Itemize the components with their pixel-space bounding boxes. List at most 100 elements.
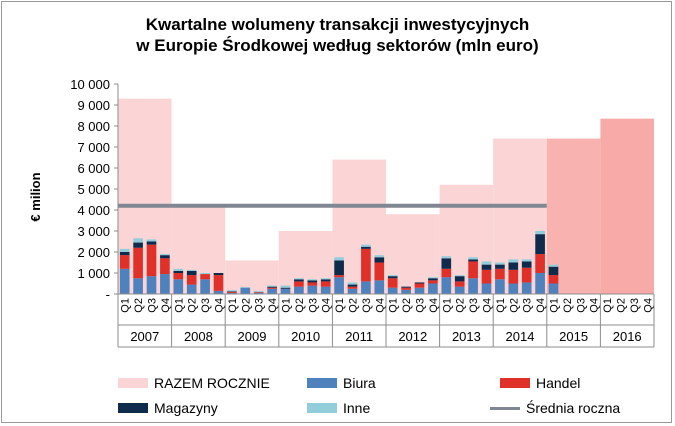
bar-handel-2008-Q3 bbox=[200, 274, 210, 280]
bar-handel-2010-Q2 bbox=[294, 281, 304, 287]
bar-handel-2014-Q4 bbox=[535, 254, 545, 273]
bar-handel-2009-Q4 bbox=[267, 287, 277, 289]
bar-handel-2009-Q3 bbox=[253, 292, 264, 293]
bar-inne-2013-Q3 bbox=[468, 257, 478, 260]
quarter-label-2015-Q3: Q3 bbox=[575, 298, 587, 313]
bar-biura-2011-Q3 bbox=[361, 281, 371, 294]
bar-inne-2011-Q4 bbox=[374, 255, 385, 258]
bar-magazyny-2012-Q1 bbox=[387, 276, 398, 279]
year-label-2016: 2016 bbox=[613, 329, 642, 344]
bar-biura-2013-Q2 bbox=[454, 286, 465, 294]
y-tick-label-4: 4 000 bbox=[77, 203, 110, 218]
bar-handel-2014-Q3 bbox=[521, 267, 532, 283]
bar-biura-2014-Q4 bbox=[535, 273, 545, 294]
y-tick-label-0: - bbox=[106, 287, 110, 302]
bar-magazyny-2014-Q3 bbox=[521, 261, 532, 268]
y-axis-label: € milion bbox=[28, 172, 43, 221]
bar-handel-2013-Q2 bbox=[454, 281, 465, 287]
bar-biura-2013-Q1 bbox=[441, 277, 452, 294]
quarter-label-2013-Q1: Q1 bbox=[441, 298, 453, 313]
bar-handel-2007-Q4 bbox=[160, 258, 170, 275]
legend-label-magazyny: Magazyny bbox=[154, 400, 218, 416]
bar-inne-2015-Q1 bbox=[548, 264, 559, 267]
quarter-label-2014-Q4: Q4 bbox=[535, 298, 547, 313]
bar-magazyny-2010-Q3 bbox=[307, 280, 318, 283]
bar-inne-2008-Q1 bbox=[173, 268, 184, 271]
bar-magazyny-2011-Q4 bbox=[374, 257, 385, 263]
bar-magazyny-2013-Q4 bbox=[481, 264, 492, 270]
year-label-2007: 2007 bbox=[130, 329, 159, 344]
bar-inne-2013-Q2 bbox=[454, 275, 465, 277]
bar-biura-2013-Q4 bbox=[481, 283, 492, 294]
bar-magazyny-2007-Q1 bbox=[119, 252, 130, 256]
quarter-label-2009-Q2: Q2 bbox=[240, 298, 252, 313]
quarter-label-2011-Q4: Q4 bbox=[374, 298, 386, 313]
chart-title-line-1: Kwartalne wolumeny transakcji inwestycyj… bbox=[145, 15, 530, 34]
y-tick-label-10: 10 000 bbox=[70, 77, 110, 92]
legend-item-average: Średnia roczna bbox=[490, 399, 660, 417]
bar-inne-2014-Q4 bbox=[535, 231, 545, 235]
quarter-label-2012-Q3: Q3 bbox=[415, 298, 427, 313]
bar-handel-2011-Q3 bbox=[361, 248, 371, 282]
bar-magazyny-2012-Q4 bbox=[428, 278, 438, 281]
bar-biura-2010-Q4 bbox=[320, 286, 331, 294]
legend-label-biura: Biura bbox=[343, 375, 376, 391]
bar-handel-2010-Q4 bbox=[320, 281, 331, 287]
bar-biura-2009-Q3 bbox=[253, 292, 264, 294]
bar-inne-2011-Q1 bbox=[334, 257, 344, 261]
bar-inne-2008-Q2 bbox=[186, 269, 197, 271]
bar-magazyny-2014-Q2 bbox=[508, 262, 519, 270]
bar-inne-2013-Q4 bbox=[481, 261, 492, 265]
bar-magazyny-2009-Q4 bbox=[267, 286, 277, 288]
bar-inne-2014-Q1 bbox=[495, 262, 505, 265]
bar-biura-2010-Q2 bbox=[294, 286, 304, 294]
bar-inne-2014-Q3 bbox=[521, 259, 532, 262]
bar-biura-2011-Q1 bbox=[334, 277, 344, 294]
quarter-label-2008-Q3: Q3 bbox=[200, 298, 212, 313]
quarter-label-2016-Q3: Q3 bbox=[629, 298, 641, 313]
quarter-label-2015-Q4: Q4 bbox=[589, 298, 601, 313]
quarter-label-2014-Q3: Q3 bbox=[522, 298, 534, 313]
bar-biura-2012-Q4 bbox=[428, 283, 438, 294]
quarter-label-2016-Q1: Q1 bbox=[602, 298, 614, 313]
bar-handel-2007-Q2 bbox=[133, 247, 143, 279]
quarter-label-2009-Q3: Q3 bbox=[254, 298, 266, 313]
bar-biura-2007-Q4 bbox=[160, 274, 170, 294]
quarter-label-2014-Q1: Q1 bbox=[495, 298, 507, 313]
quarter-label-2014-Q2: Q2 bbox=[508, 298, 520, 313]
bar-biura-2012-Q2 bbox=[401, 289, 411, 294]
legend-swatch-biura bbox=[307, 378, 337, 388]
quarter-label-2007-Q2: Q2 bbox=[133, 298, 145, 313]
bar-magazyny-2010-Q4 bbox=[320, 279, 331, 282]
bar-inne-2009-Q4 bbox=[267, 285, 277, 287]
year-label-2008: 2008 bbox=[184, 329, 213, 344]
quarter-label-2007-Q1: Q1 bbox=[120, 298, 132, 313]
bar-biura-2009-Q2 bbox=[240, 287, 251, 294]
y-tick-label-7: 7 000 bbox=[77, 140, 110, 155]
bar-inne-2013-Q1 bbox=[441, 256, 452, 259]
bar-magazyny-2013-Q3 bbox=[468, 259, 478, 262]
bar-handel-2012-Q2 bbox=[401, 287, 411, 290]
bar-handel-2015-Q1 bbox=[548, 275, 559, 284]
bar-inne-2012-Q4 bbox=[428, 277, 438, 279]
quarter-label-2011-Q3: Q3 bbox=[361, 298, 373, 313]
bar-magazyny-2010-Q1 bbox=[280, 287, 291, 289]
year-label-2009: 2009 bbox=[238, 329, 267, 344]
quarter-label-2016-Q4: Q4 bbox=[642, 298, 654, 313]
bar-magazyny-2011-Q3 bbox=[361, 246, 371, 249]
quarter-label-2015-Q2: Q2 bbox=[562, 298, 574, 313]
annual-total-bars bbox=[118, 98, 654, 295]
bar-magazyny-2007-Q3 bbox=[146, 241, 157, 245]
bar-handel-2013-Q4 bbox=[481, 269, 492, 284]
bar-inne-2007-Q2 bbox=[133, 238, 143, 243]
quarter-label-2012-Q1: Q1 bbox=[388, 298, 400, 313]
quarter-label-2007-Q4: Q4 bbox=[160, 298, 172, 313]
quarter-label-2016-Q2: Q2 bbox=[616, 298, 628, 313]
bar-biura-2013-Q3 bbox=[468, 278, 478, 294]
year-label-2010: 2010 bbox=[291, 329, 320, 344]
bar-biura-2014-Q3 bbox=[521, 282, 532, 294]
quarter-label-2012-Q4: Q4 bbox=[428, 298, 440, 313]
bar-inne-2007-Q1 bbox=[119, 248, 130, 252]
bar-magazyny-2013-Q1 bbox=[441, 258, 452, 269]
quarter-label-2010-Q4: Q4 bbox=[321, 298, 333, 313]
